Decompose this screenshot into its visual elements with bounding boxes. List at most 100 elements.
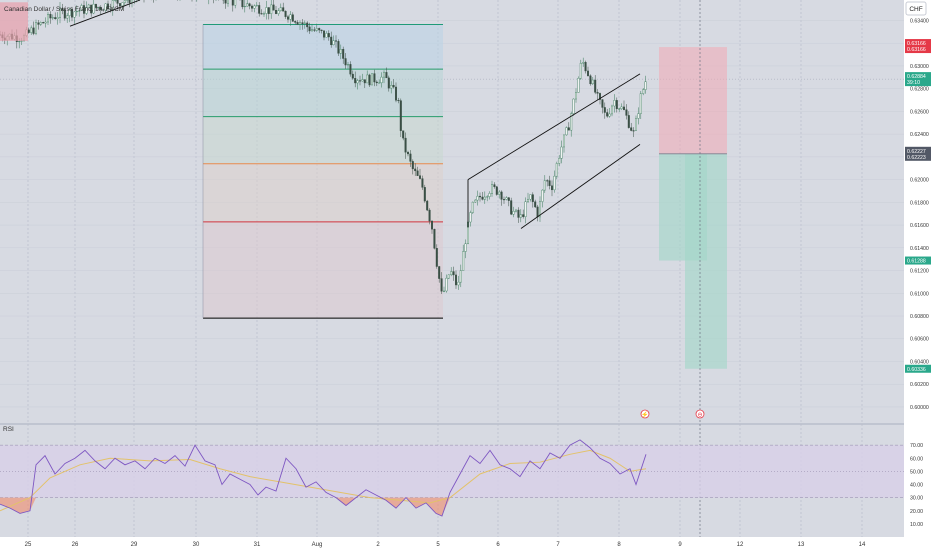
candle-body <box>606 112 608 116</box>
candle-body <box>618 109 620 110</box>
y-tick-label: 0.61600 <box>910 223 929 229</box>
candle-body <box>314 30 316 31</box>
candle-body <box>232 0 234 5</box>
candle-body <box>592 80 594 84</box>
candle-body <box>42 22 44 23</box>
candle-body <box>249 4 251 6</box>
candle-body <box>309 27 311 31</box>
x-tick-label: 30 <box>193 542 200 548</box>
candle-body <box>278 11 280 14</box>
candle-body <box>510 201 512 215</box>
candle-body <box>426 201 428 210</box>
candle-body <box>366 75 368 83</box>
rsi-tick-label: 50.00 <box>910 469 923 475</box>
candle-body <box>438 267 440 279</box>
candle-body <box>458 282 460 285</box>
candle-body <box>419 176 421 179</box>
currency-button[interactable]: CHF <box>906 2 926 15</box>
candle-body <box>434 229 436 248</box>
candle-body <box>18 41 20 42</box>
candle-body <box>261 13 263 14</box>
target2-price-label: 0.60336 <box>907 367 926 373</box>
fib-retracement <box>203 24 443 318</box>
candle-body <box>630 128 632 131</box>
rsi-tick-label: 70.00 <box>910 443 923 449</box>
candle-body <box>244 6 246 7</box>
x-tick-label: 13 <box>798 542 805 548</box>
candle-body <box>462 251 464 270</box>
candle-body <box>369 75 371 85</box>
entry-price-label-2: 0.62223 <box>907 155 926 161</box>
event-marker-minus[interactable]: ⊖ <box>696 410 704 419</box>
candle-body <box>568 128 570 131</box>
candle-body <box>383 72 385 77</box>
candle-body <box>330 37 332 45</box>
y-tick-label: 0.62000 <box>910 178 929 184</box>
candle-body <box>477 196 479 200</box>
candle-body <box>357 81 359 83</box>
candle-body <box>623 107 625 110</box>
candle-body <box>124 0 126 2</box>
candle-body <box>645 82 647 90</box>
candle-body <box>640 94 642 114</box>
candle-body <box>417 171 419 176</box>
candle-body <box>326 33 328 37</box>
candle-body <box>422 179 424 188</box>
y-tick-label: 0.61000 <box>910 291 929 297</box>
candle-body <box>266 7 268 13</box>
candle-body <box>390 85 392 88</box>
candle-body <box>443 291 445 292</box>
candle-body <box>297 22 299 24</box>
candle-body <box>395 87 397 100</box>
x-tick-label: 29 <box>131 542 138 548</box>
candle-body <box>597 92 599 93</box>
fib-zone <box>203 222 443 318</box>
candle-body <box>575 92 577 99</box>
candle-body <box>350 64 352 74</box>
rsi-label: RSI <box>3 426 14 433</box>
candle-body <box>294 21 296 22</box>
candle-body <box>614 100 616 106</box>
candle-body <box>256 5 258 6</box>
candle-body <box>347 64 349 65</box>
candle-body <box>114 0 116 1</box>
candle-body <box>642 90 644 94</box>
fib-zone <box>203 117 443 164</box>
candle-body <box>359 81 361 82</box>
candle-body <box>407 152 409 154</box>
candle-body <box>28 30 30 33</box>
candle-body <box>282 8 284 12</box>
candle-body <box>520 215 522 218</box>
candle-body <box>258 5 260 13</box>
candle-body <box>532 195 534 202</box>
candle-body <box>479 196 481 197</box>
x-tick-label: 31 <box>254 542 261 548</box>
candle-body <box>234 0 236 5</box>
candle-body <box>496 187 498 195</box>
candle-body <box>573 99 575 114</box>
candle-body <box>503 199 505 200</box>
minus-circle-icon: ⊖ <box>697 413 702 419</box>
candle-body <box>246 4 248 6</box>
candle-body <box>290 15 292 20</box>
candle-body <box>635 118 637 130</box>
candle-body <box>321 30 323 31</box>
candle-body <box>525 202 527 217</box>
x-tick-label: 14 <box>859 542 866 548</box>
candle-body <box>316 28 318 30</box>
candle-body <box>590 76 592 84</box>
y-tick-label: 0.60600 <box>910 337 929 343</box>
candle-body <box>47 14 49 22</box>
candle-body <box>405 138 407 152</box>
candle-body <box>638 114 640 119</box>
candle-body <box>448 275 450 278</box>
candle-body <box>546 181 548 182</box>
candle-body <box>371 74 373 85</box>
y-tick-label: 0.60800 <box>910 314 929 320</box>
rsi-tick-label: 40.00 <box>910 483 923 489</box>
event-marker-flash[interactable]: ⚡ <box>641 410 649 419</box>
fib-zone <box>203 164 443 222</box>
candle-body <box>412 161 414 169</box>
